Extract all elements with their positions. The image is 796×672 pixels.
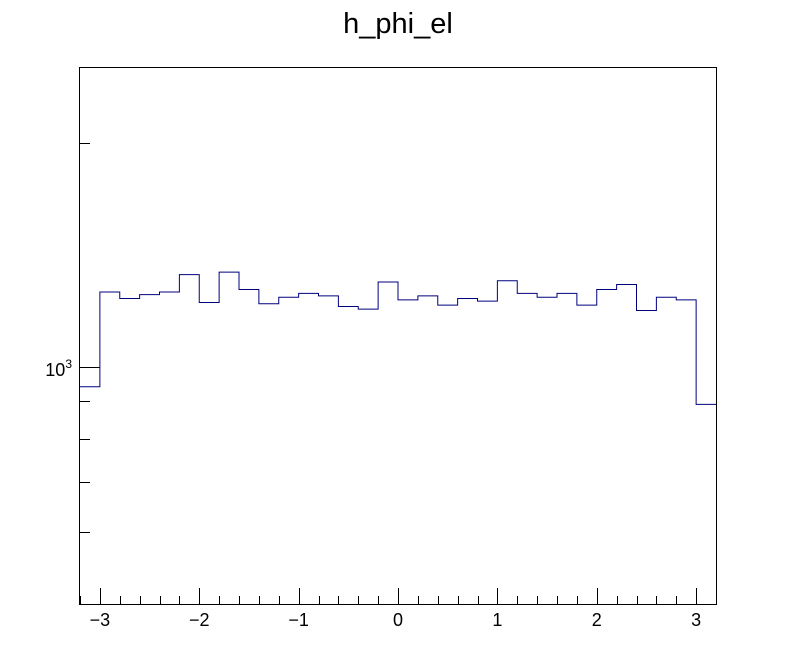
x-tick-label: 1 [492, 610, 502, 630]
chart-title: h_phi_el [343, 8, 453, 40]
axis-tick-labels: −3 −2 −1 0 1 2 3 103 [45, 357, 701, 630]
x-tick-label: −2 [189, 610, 210, 630]
histogram-series-line [80, 271, 716, 405]
x-tick-label: 2 [592, 610, 602, 630]
axis-ticks [80, 143, 717, 604]
x-tick-label: 0 [393, 610, 403, 630]
x-tick-label: −1 [288, 610, 309, 630]
x-tick-label: 3 [691, 610, 701, 630]
x-tick-label: −3 [90, 610, 111, 630]
y-tick-label: 103 [45, 357, 72, 380]
plot-frame [79, 67, 717, 605]
